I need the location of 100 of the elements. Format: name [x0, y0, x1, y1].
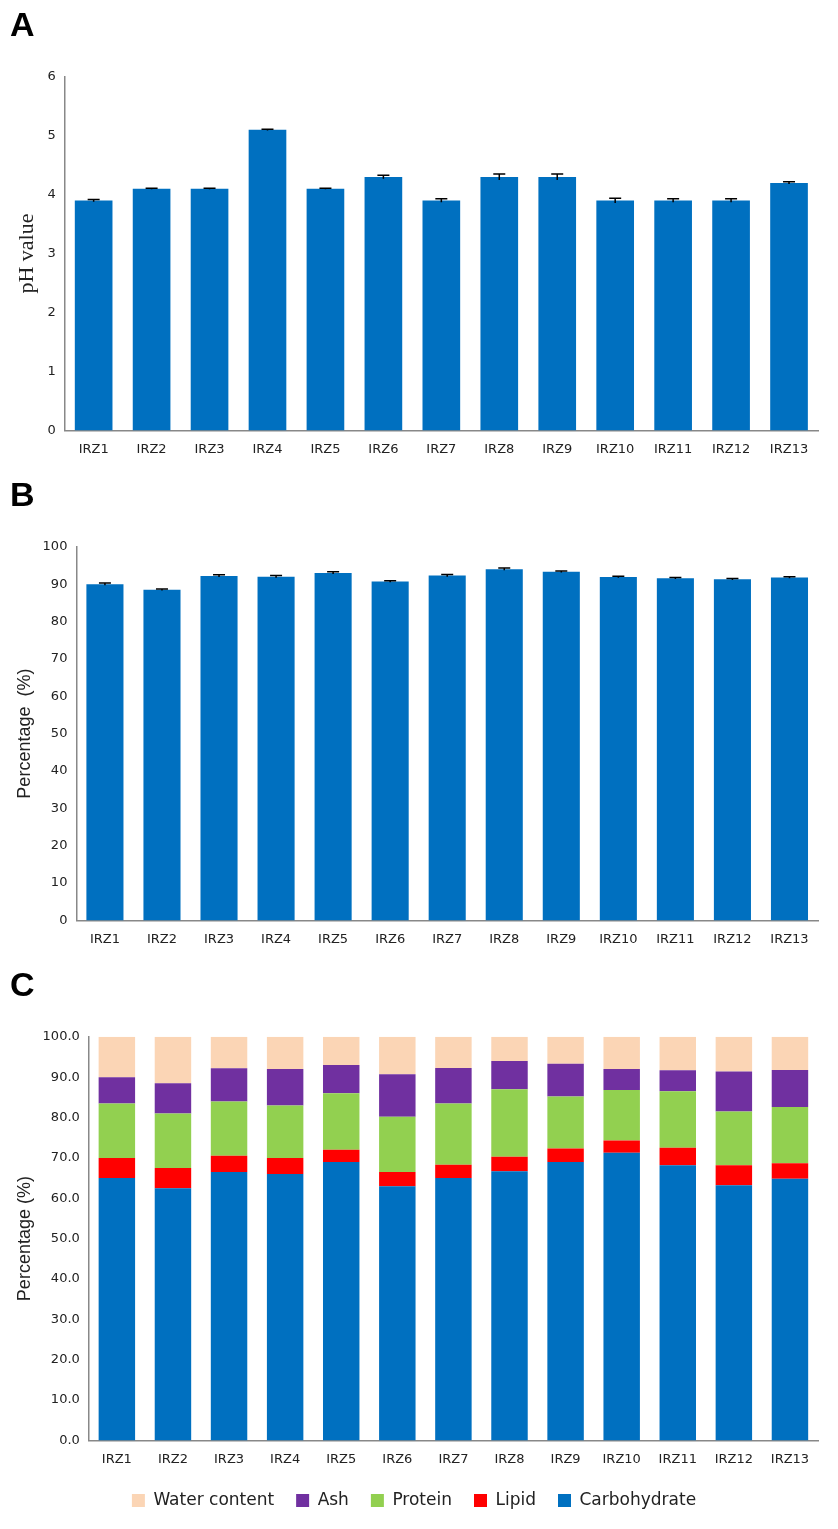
bar: [659, 1165, 696, 1441]
bar: [379, 1116, 416, 1173]
y-tick-label: 0: [59, 911, 68, 927]
y-tick-label: 90.0: [50, 1068, 80, 1084]
y-axis-title: pH value: [12, 213, 38, 294]
x-tick-label: IRZ13: [770, 930, 809, 946]
y-tick-label: 70.0: [50, 1149, 80, 1165]
bar: [771, 1069, 809, 1108]
bar: [98, 1077, 136, 1104]
bar: [323, 1161, 360, 1441]
bar: [154, 1113, 192, 1168]
y-tick-label: 30: [50, 799, 68, 815]
bar: [485, 569, 523, 921]
bar: [154, 1167, 192, 1189]
bar: [771, 1036, 809, 1070]
legend-label: Water content: [153, 1488, 275, 1509]
bar: [74, 200, 113, 431]
bar: [603, 1152, 640, 1441]
bar: [306, 188, 345, 431]
x-tick-label: IRZ9: [542, 440, 573, 456]
bar: [323, 1093, 360, 1150]
y-tick-label: 4: [47, 186, 56, 202]
bar: [98, 1036, 136, 1078]
y-tick-label: 40.0: [50, 1270, 80, 1286]
legend-label: Protein: [392, 1488, 452, 1509]
bar: [654, 200, 692, 431]
bar: [210, 1068, 248, 1102]
x-tick-label: IRZ3: [214, 1450, 245, 1466]
bar: [98, 1178, 136, 1441]
y-tick-label: 2: [47, 303, 56, 319]
y-tick-label: 0.0: [59, 1431, 80, 1447]
x-tick-label: IRZ3: [194, 440, 225, 456]
bar: [491, 1036, 528, 1062]
y-tick-label: 3: [47, 244, 56, 260]
bar: [547, 1148, 584, 1162]
x-tick-label: IRZ12: [711, 440, 751, 456]
x-tick-label: IRZ1: [78, 440, 109, 456]
x-tick-label: IRZ4: [261, 930, 292, 946]
bar: [379, 1186, 416, 1441]
x-tick-label: IRZ2: [157, 1450, 188, 1466]
x-tick-label: IRZ1: [101, 1450, 132, 1466]
y-tick-label: 5: [47, 127, 56, 143]
bar: [379, 1172, 416, 1187]
bar: [154, 1083, 192, 1114]
bar: [596, 200, 635, 431]
bar: [715, 1071, 753, 1112]
bar: [435, 1036, 472, 1068]
bar: [248, 129, 287, 431]
bar: [771, 1163, 809, 1179]
bar: [771, 1178, 809, 1441]
bar: [323, 1036, 360, 1066]
bar: [266, 1069, 304, 1106]
y-tick-label: 70: [50, 650, 68, 666]
bar: [538, 176, 577, 431]
y-tick-label: 6: [47, 68, 56, 84]
bar: [603, 1069, 640, 1091]
bar: [428, 575, 466, 921]
x-tick-label: IRZ2: [136, 440, 167, 456]
y-tick-label: 10: [50, 874, 68, 890]
x-tick-label: IRZ6: [375, 930, 406, 946]
bar: [480, 176, 519, 431]
y-tick-label: 1: [47, 362, 56, 378]
bar: [491, 1156, 528, 1172]
bar: [547, 1161, 584, 1441]
y-tick-label: 90: [50, 575, 68, 591]
y-tick-label: 40: [50, 762, 68, 778]
bar: [603, 1140, 640, 1153]
bar: [323, 1065, 360, 1094]
bar: [715, 1111, 753, 1166]
bar: [364, 176, 403, 431]
bar: [656, 578, 694, 921]
bar: [715, 1036, 753, 1072]
chart-title: C: [10, 964, 35, 1003]
x-tick-label: IRZ5: [318, 930, 349, 946]
y-tick-label: 50.0: [50, 1229, 80, 1245]
x-tick-label: IRZ13: [769, 440, 809, 456]
x-tick-label: IRZ4: [252, 440, 283, 456]
legend-label: Ash: [317, 1488, 349, 1509]
bar: [599, 577, 637, 921]
bar: [491, 1061, 528, 1090]
bar: [770, 577, 809, 921]
bar: [435, 1067, 472, 1104]
x-tick-label: IRZ8: [489, 930, 520, 946]
x-tick-label: IRZ5: [326, 1450, 357, 1466]
bar: [371, 581, 409, 921]
bar: [314, 572, 352, 921]
y-tick-label: 80.0: [50, 1108, 80, 1124]
x-tick-label: IRZ11: [656, 930, 695, 946]
chart-title: A: [10, 4, 35, 43]
x-tick-label: IRZ11: [658, 1450, 697, 1466]
y-tick-label: 60.0: [50, 1189, 80, 1205]
bar: [98, 1103, 136, 1158]
bar: [132, 188, 171, 431]
bar: [713, 579, 751, 921]
x-tick-label: IRZ1: [89, 930, 120, 946]
bar: [491, 1171, 528, 1441]
bar: [266, 1105, 304, 1158]
bar: [154, 1188, 192, 1441]
y-tick-label: 60: [50, 687, 68, 703]
x-tick-label: IRZ8: [494, 1450, 525, 1466]
